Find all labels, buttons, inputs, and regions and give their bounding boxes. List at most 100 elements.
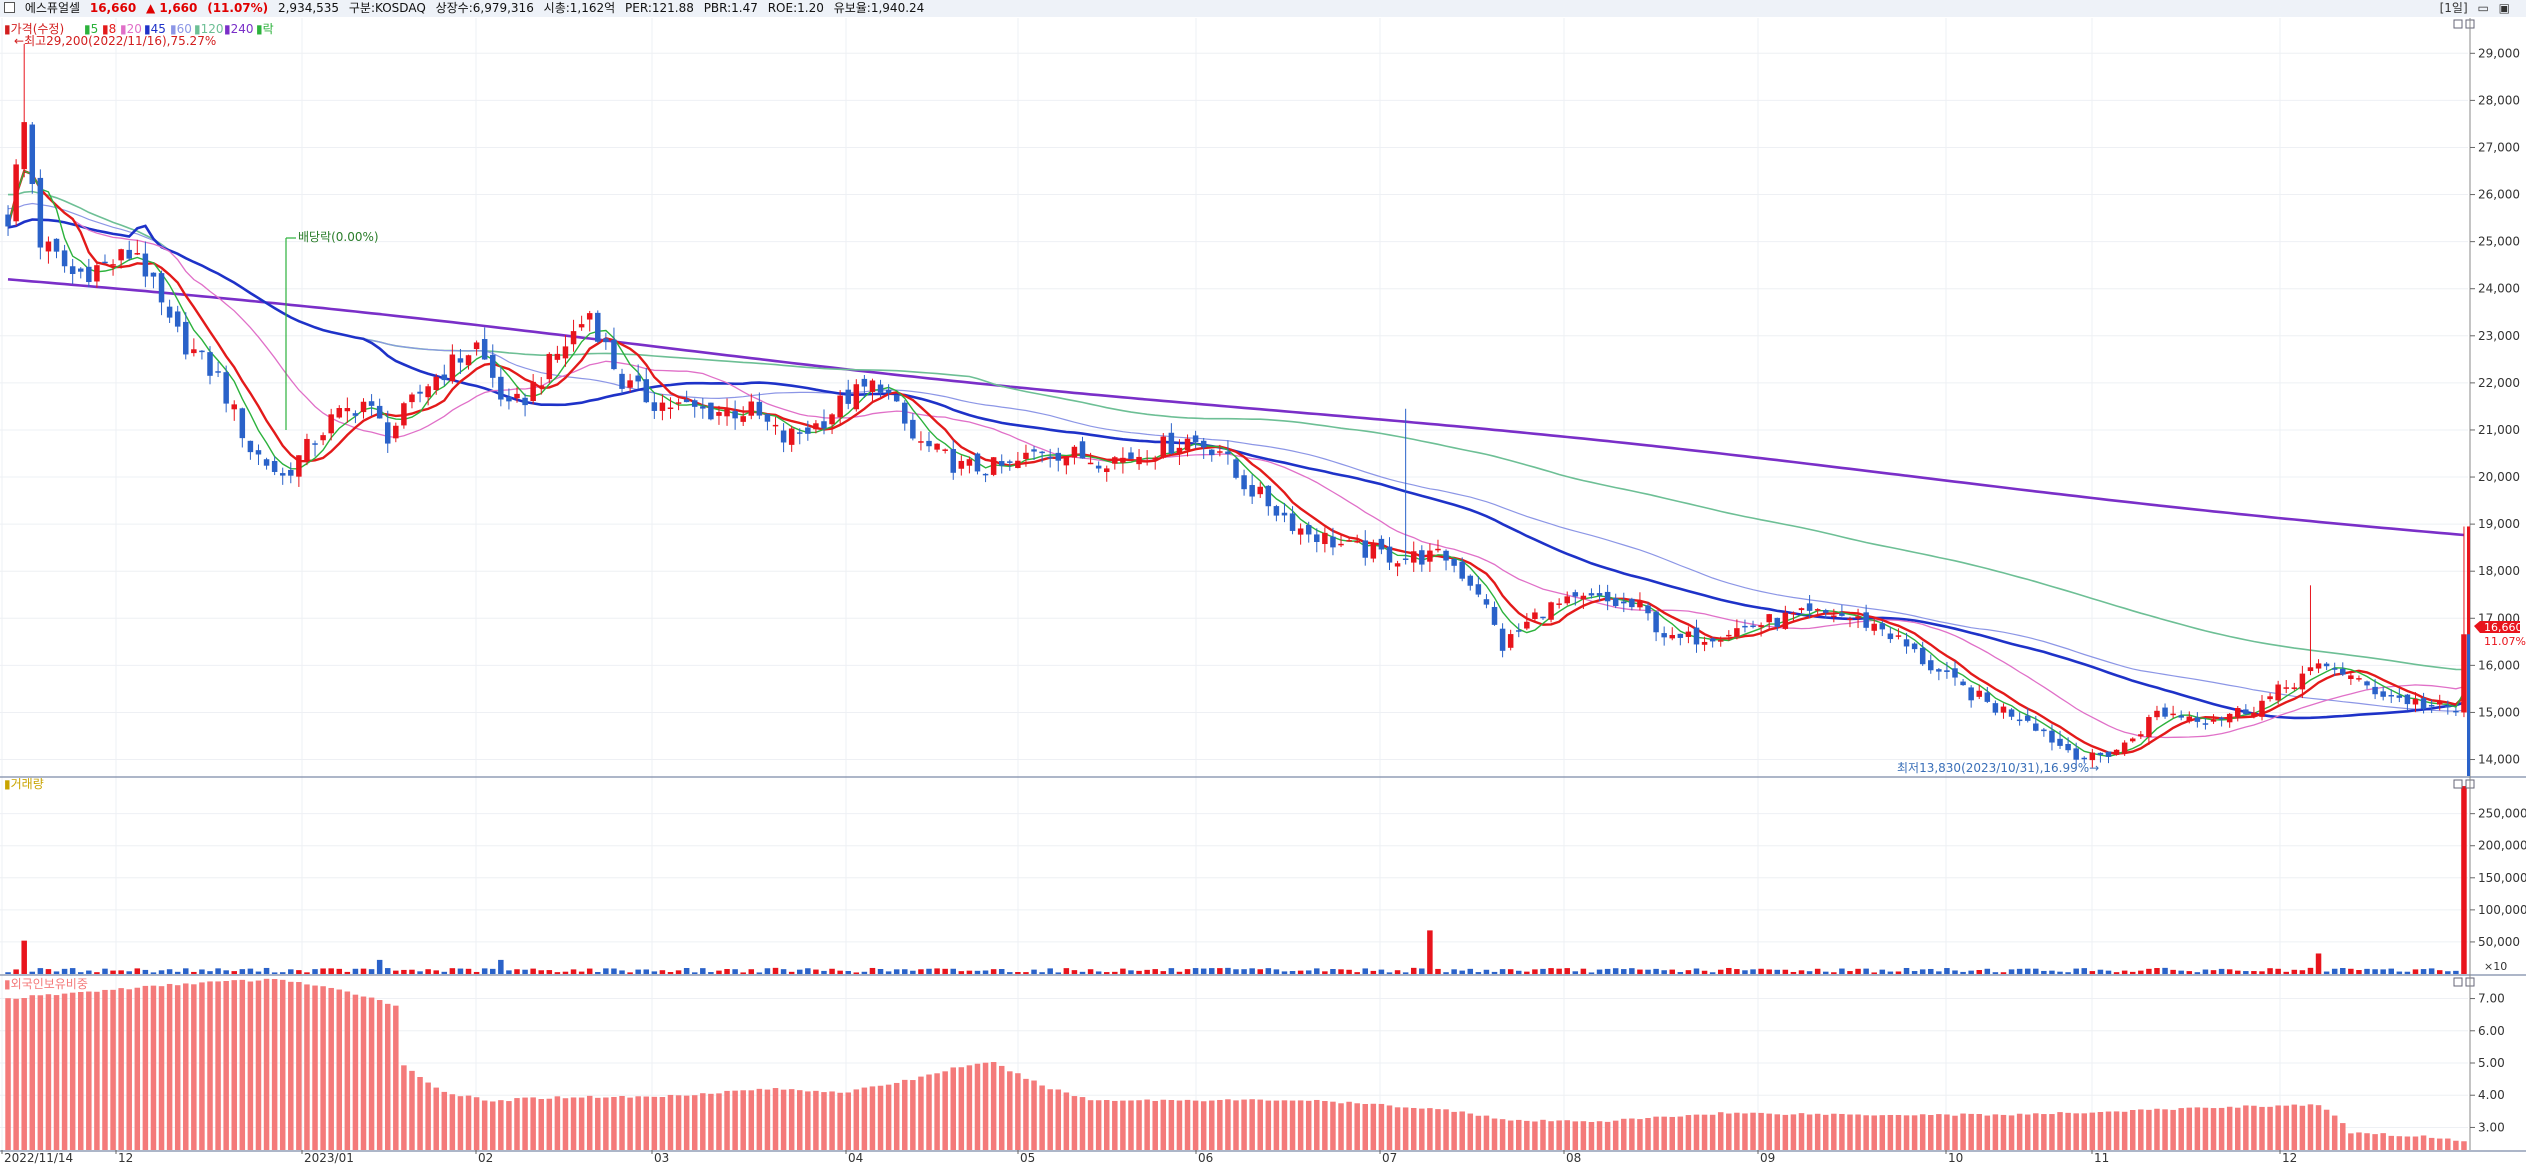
foreign-ownership-bar [1459, 1111, 1465, 1150]
volume-bar [2008, 969, 2015, 974]
volume-bar [918, 969, 924, 974]
foreign-ownership-bar [2445, 1138, 2451, 1150]
month-tick-label: 12 [118, 1151, 133, 1165]
foreign-ownership-bar [1176, 1100, 1183, 1150]
foreign-ownership-bar [1499, 1119, 1506, 1150]
candle-body [465, 355, 472, 366]
candle-body [158, 273, 165, 303]
volume-bar [675, 970, 682, 974]
candle-body [514, 393, 520, 399]
checkbox-icon[interactable] [4, 2, 15, 13]
grid-lines [0, 18, 2468, 1150]
candle-body [118, 249, 124, 261]
candle-body [1887, 633, 1894, 640]
legend-ma240: ▮240 [224, 22, 254, 36]
volume-bar [1378, 969, 1385, 974]
candle-body [2081, 757, 2088, 760]
volume-bar [473, 971, 480, 974]
foreign-ownership-bar [1774, 1114, 1781, 1150]
foreign-ownership-bar [1087, 1100, 1094, 1150]
foreign-ownership-bar [344, 991, 351, 1150]
candle-body [1079, 441, 1086, 459]
candle-body [1338, 543, 1344, 546]
foreign-ownership-bar [2243, 1105, 2249, 1150]
foreign-ownership-bar [578, 1097, 585, 1150]
foreign-ownership-bar [2283, 1105, 2289, 1150]
candle-body [1814, 609, 1821, 611]
candle-body [2436, 701, 2443, 705]
volume-bar [191, 971, 197, 974]
volume-bar [2089, 971, 2096, 974]
volume-bar [2340, 968, 2346, 974]
volume-bar [578, 971, 585, 974]
volume-bar [966, 970, 973, 974]
volume-bar [724, 969, 730, 974]
foreign-ownership-bar [2146, 1109, 2152, 1150]
foreign-ownership-bar [126, 989, 132, 1150]
foreign-ownership-bar [2194, 1107, 2201, 1150]
candle-body [1717, 640, 1724, 642]
candle-body [1200, 440, 1207, 448]
foreign-ownership-bar [2121, 1111, 2128, 1150]
foreign-ownership-bar [1168, 1100, 1175, 1150]
volume-bar [1507, 969, 1514, 974]
volume-bar [1572, 971, 1579, 974]
volume-bar [158, 970, 165, 974]
volume-bar [1790, 971, 1797, 974]
volume-bar [288, 969, 294, 974]
candle-body [627, 380, 633, 388]
foreign-ownership-bar [1330, 1101, 1336, 1150]
legend-ma60: ▮60 [170, 22, 192, 36]
candle-body [1782, 612, 1789, 629]
volume-bar [2218, 968, 2225, 974]
price-tick-label: 26,000 [2478, 188, 2520, 202]
candle-body [2412, 698, 2419, 705]
foreign-ownership-bar [320, 986, 326, 1150]
volume-bar [506, 970, 512, 974]
volume-bar [417, 971, 423, 974]
foreign-ownership-bar [158, 986, 165, 1150]
volume-bar [247, 968, 254, 974]
volume-bar [134, 968, 141, 974]
candle-body [1944, 670, 1950, 672]
volume-bar [756, 972, 763, 974]
candle-body [1370, 543, 1377, 559]
period-selector[interactable]: [1일] ▭ ▣ [2440, 0, 2516, 17]
panel-minimize-icon[interactable] [2453, 977, 2463, 987]
candle-body [885, 389, 892, 394]
foreign-ownership-bar [1968, 1113, 1974, 1150]
candle-body [1790, 612, 1797, 615]
candle-body [94, 265, 100, 282]
foreign-ownership-bar [352, 994, 359, 1150]
candle-body [1354, 540, 1360, 543]
candle-body [570, 331, 577, 345]
foreign-ownership-bar [110, 989, 116, 1150]
panel-minimize-icon[interactable] [2453, 19, 2463, 29]
volume-bar [481, 968, 488, 974]
candle-body [1952, 668, 1958, 678]
month-tick-label: 04 [848, 1151, 863, 1165]
foreign-ownership-bar [700, 1093, 706, 1150]
candle-body [1596, 593, 1603, 596]
foreign-ownership-bar [465, 1095, 472, 1150]
candle-body [481, 339, 488, 360]
volume-bar [1984, 968, 1991, 974]
month-tick-label: 08 [1566, 1151, 1581, 1165]
close-icon[interactable]: ▣ [2498, 1, 2510, 15]
minimize-icon[interactable]: ▭ [2477, 1, 2489, 15]
price-tick-label: 22,000 [2478, 376, 2520, 390]
volume-bar [1233, 969, 1239, 974]
candle-body [142, 253, 149, 277]
candle-body [506, 396, 512, 402]
foreign-ownership-bar [990, 1062, 997, 1150]
foreign-ownership-bar [69, 992, 76, 1150]
volume-bar [942, 968, 948, 974]
foreign-ownership-bar [756, 1088, 763, 1150]
foreign-ownership-bar [441, 1091, 448, 1150]
panel-minimize-icon[interactable] [2453, 779, 2463, 789]
volume-bar [1055, 972, 1062, 974]
candle-body [2404, 694, 2411, 705]
foreign-ownership-bar [910, 1080, 916, 1150]
candle-body [2323, 663, 2330, 667]
foreign-ownership-bar [530, 1097, 536, 1150]
